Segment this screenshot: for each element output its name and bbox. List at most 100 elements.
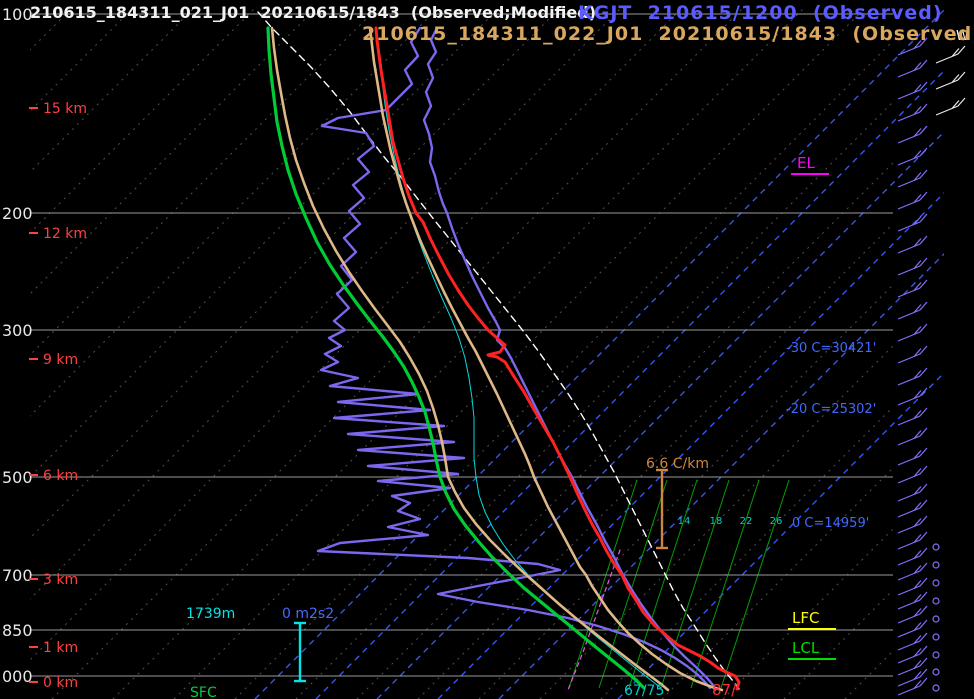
lfc-label: LFC xyxy=(792,609,819,627)
wind-barb xyxy=(897,547,928,566)
height-axis-label: 15 km xyxy=(43,101,87,117)
wind-barb xyxy=(897,591,928,610)
temperature-main xyxy=(374,26,741,691)
wind-barb xyxy=(935,45,966,64)
station-circle xyxy=(932,651,940,659)
wind-barb xyxy=(897,257,928,276)
wind-barb xyxy=(897,345,928,364)
title-sounding-022: 210615_184311_022_J01 20210615/1843 (Obs… xyxy=(362,23,974,45)
mixing-ratio-label: 22 xyxy=(740,516,753,527)
wind-barb xyxy=(897,499,928,518)
wind-barb xyxy=(897,323,928,342)
wind-barb xyxy=(897,447,928,466)
wind-barb xyxy=(897,279,928,298)
height-axis-label: 0 km xyxy=(43,675,78,691)
dewpoint-overlay-022 xyxy=(270,26,670,692)
pressure-axis-label: 500 xyxy=(2,468,33,487)
wind-barb xyxy=(897,81,928,100)
wind-barb xyxy=(897,169,928,188)
iso-zero-label: 0 C=14959' xyxy=(792,516,869,531)
pressure-axis-label: 850 xyxy=(2,621,33,640)
dewpoint-main xyxy=(266,26,646,690)
cape-bracket xyxy=(294,621,306,683)
cape-0-label: 0 m2s2 xyxy=(282,606,334,622)
readout-67-75-label: 67/75 xyxy=(624,683,664,699)
pressure-axis-label: 100 xyxy=(2,5,33,24)
parcel-trace xyxy=(257,11,740,690)
west-label: W xyxy=(956,29,969,44)
sfc-label: SFC xyxy=(190,685,217,699)
station-circle xyxy=(932,684,940,692)
wind-barb xyxy=(897,605,928,624)
title-kgjt: KGJT 210615/1200 (Observed) xyxy=(578,2,943,24)
el-label: EL xyxy=(797,154,815,172)
station-circle xyxy=(932,615,940,623)
mixing-ratio-lines xyxy=(568,479,790,689)
pressure-axis-label: 300 xyxy=(2,321,33,340)
height-axis-label: 3 km xyxy=(43,572,78,588)
station-circle xyxy=(932,597,940,605)
wind-barb xyxy=(897,147,928,166)
height-axis-label: 9 km xyxy=(43,352,78,368)
wind-barb xyxy=(897,657,928,676)
wind-barb xyxy=(897,577,928,596)
dewpoint-kgjt xyxy=(316,26,712,690)
wind-barb xyxy=(897,668,928,687)
iso-minus30-label: -30 C=30421' xyxy=(786,341,876,356)
sounding-traces xyxy=(257,11,741,692)
wind-barb xyxy=(935,71,966,90)
pressure-axis-label: 000 xyxy=(2,667,33,686)
wind-barb xyxy=(935,97,966,116)
wind-barb xyxy=(897,619,928,638)
pressure-axis-label: 700 xyxy=(2,566,33,585)
wind-barb xyxy=(897,301,928,320)
wind-barb xyxy=(897,191,928,210)
wind-barb xyxy=(897,213,928,232)
title-sounding-021: 210615_184311_021_J01 20210615/1843 (Obs… xyxy=(30,3,597,22)
wind-barb xyxy=(897,37,928,56)
wind-barb xyxy=(897,465,928,484)
station-circle xyxy=(932,543,940,551)
wind-barb xyxy=(897,235,928,254)
lcl-label: LCL xyxy=(792,639,820,657)
pressure-axis-label: 200 xyxy=(2,204,33,223)
height-axis-label: 12 km xyxy=(43,226,87,242)
wind-barb-column xyxy=(897,37,966,696)
lapse-rate-label: 6.6 C/km xyxy=(646,456,709,472)
wind-barb xyxy=(897,515,928,534)
highlight-isotherms xyxy=(254,9,944,699)
temperature-overlay-022 xyxy=(368,26,724,692)
iso-minus20-label: -20 C=25302' xyxy=(786,402,876,417)
station-circle xyxy=(932,579,940,587)
wind-barb xyxy=(897,103,928,122)
station-circle xyxy=(932,561,940,569)
isotherm-grid xyxy=(30,6,893,699)
mixing-ratio-label: 14 xyxy=(678,516,691,527)
wind-barb xyxy=(897,562,928,581)
wind-barb xyxy=(897,125,928,144)
temperature-kgjt xyxy=(422,26,717,692)
height-1739m-label: 1739m xyxy=(186,606,235,622)
wind-barb xyxy=(897,367,928,386)
virtual-temperature xyxy=(567,549,621,691)
height-axis-label: 1 km xyxy=(43,640,78,656)
wind-barb xyxy=(897,427,928,446)
wind-barb xyxy=(897,483,928,502)
mixing-ratio-label: 18 xyxy=(710,516,723,527)
wind-barb xyxy=(897,387,928,406)
wind-barb xyxy=(897,59,928,78)
wind-barb xyxy=(897,645,928,664)
readout-87-label: 87/ xyxy=(712,681,737,699)
wind-barb xyxy=(897,531,928,550)
station-circle xyxy=(932,668,940,676)
wind-barb xyxy=(897,677,928,696)
wind-barb xyxy=(897,632,928,651)
lapse-rate-bracket xyxy=(656,468,668,550)
station-circle xyxy=(932,633,940,641)
height-axis-label: 6 km xyxy=(43,468,78,484)
wind-barb xyxy=(897,407,928,426)
mixing-ratio-label: 26 xyxy=(770,516,783,527)
